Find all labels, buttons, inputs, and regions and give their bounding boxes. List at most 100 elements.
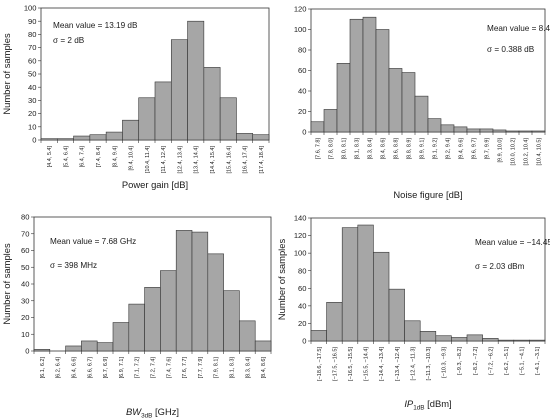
histogram-bar (160, 270, 177, 352)
x-tick-label: [6.4, 7.4] (80, 146, 86, 168)
y-tick-label: 40 (21, 280, 29, 289)
histogram-bar (310, 330, 327, 342)
power-gain-chart: 0 10 20 30 40 50 60 70 80 90 100 [4.4, 5.4] [5.4, 6.… (1, 4, 270, 190)
y-tick-label: 30 (21, 296, 29, 305)
histogram-bar (254, 340, 272, 352)
x-tick-label: [12.4, 13.4] (177, 146, 183, 174)
mean-value-annotation: Mean value = 13.19 dB (53, 21, 138, 30)
x-tick-label: [10.4, 11.4] (145, 146, 151, 174)
noise-figure-chart: 0 20 40 60 80 100 120 [7.6, 7.8] [7.8, 8.0] [8.0,… (294, 5, 550, 200)
mean-value-annotation: Mean value = 8.47 dB (487, 24, 550, 33)
histogram-bar (373, 251, 390, 342)
y-tick-label: 60 (298, 66, 306, 75)
x-tick-label: [9.2, 9.4] (446, 138, 452, 160)
y-tick-label: 120 (294, 231, 307, 240)
y-tick-label: 0 (25, 347, 29, 356)
y-tick-label: 50 (21, 263, 29, 272)
histogram-ip1db: 0 20 40 60 80 100 120 140 [−18.6, −17.5] [−17.5, … (275, 209, 550, 419)
sigma-annotation: σ = 2 dB (53, 36, 85, 45)
x-tick-label: [15.4, 16.4] (226, 146, 232, 174)
y-tick-label: 0 (32, 136, 36, 145)
x-tick-label: [7.6, 7.7] (182, 357, 188, 379)
y-tick-label: 60 (21, 246, 29, 255)
x-tick-label: [8.3, 8.4] (368, 138, 374, 160)
y-tick-label: 60 (298, 284, 306, 293)
histogram-bar (223, 290, 240, 352)
y-tick-label: 50 (28, 70, 36, 79)
histogram-bar (466, 128, 481, 133)
x-tick-label: [9.7, 9.9] (485, 138, 491, 160)
sigma-annotation: σ = 2.03 dBm (475, 262, 525, 271)
histogram-bar (427, 118, 442, 133)
x-tick-label: [6.1, 6.2] (40, 357, 46, 379)
x-tick-label: [8.9, 9.1] (420, 138, 426, 160)
x-axis-label-unit: [dBm] (425, 398, 452, 409)
histogram-bandwidth: 0 10 20 30 40 50 60 70 80 [6.1, 6.2] [6.2, 6.4] [6.… (0, 209, 275, 419)
mean-value-annotation: Mean value = −14.45 dBm (475, 238, 550, 247)
y-tick-label: 10 (21, 330, 29, 339)
histogram-bar (310, 121, 325, 133)
histogram-bar (144, 287, 161, 352)
histogram-bar (73, 135, 91, 141)
x-tick-label: [−13.4, −12.4] (395, 347, 401, 381)
histogram-bar (170, 39, 188, 141)
x-tick-label: [10.0, 10.2] (511, 138, 517, 166)
x-tick-label: [7.2, 7.4] (151, 357, 157, 379)
histogram-bar (252, 134, 270, 141)
histogram-bar (154, 81, 172, 141)
x-tick-label: [7.9, 8.1] (214, 357, 220, 379)
x-tick-label: [−5.1, −4.1] (520, 347, 526, 375)
histogram-bar (419, 331, 437, 342)
x-tick-label: [10.2, 10.4] (524, 138, 530, 166)
x-tick-label: [−16.5, −15.5] (348, 347, 354, 381)
x-tick-label: [9.1, 9.2] (433, 138, 439, 160)
x-tick-label: [7.4, 8.4] (96, 146, 102, 168)
y-axis-label: Number of samples (1, 33, 12, 115)
x-axis-label: BW3dB [GHz] (126, 406, 179, 419)
x-tick-label: [−6.2, −5.1] (504, 347, 510, 375)
histogram-bar (336, 63, 351, 133)
histogram-bar (203, 67, 221, 141)
y-tick-label: 140 (294, 214, 307, 223)
y-tick-label: 80 (298, 266, 306, 275)
y-tick-label: 30 (28, 96, 36, 105)
x-tick-label: [8.1, 8.3] (230, 357, 236, 379)
x-tick-label: [14.4, 15.4] (210, 146, 216, 174)
histogram-bar (451, 337, 468, 342)
histogram-bar (388, 288, 405, 342)
y-tick-label: 80 (21, 213, 29, 222)
y-axis-label: Number of samples (1, 243, 12, 325)
y-tick-label: 10 (28, 122, 36, 131)
x-axis-label-sub: 3dB (141, 413, 152, 419)
histogram-bar (128, 303, 145, 352)
histogram-bar (56, 138, 74, 141)
sigma-annotation: σ = 0.388 dB (487, 45, 535, 54)
x-tick-label: [8.6, 8.8] (394, 138, 400, 160)
y-tick-label: 80 (28, 30, 36, 39)
histogram-bar (219, 97, 237, 141)
histogram-bar (531, 130, 546, 133)
x-tick-label: [7.4, 7.6] (166, 357, 172, 379)
bandwidth-chart: 0 10 20 30 40 50 60 70 80 [6.1, 6.2] [6.2, 6.4] [6.… (1, 213, 272, 419)
x-tick-label: [6.9, 7.1] (119, 357, 125, 379)
x-tick-label: [−11.3, −10.3] (426, 347, 432, 381)
x-tick-label: [8.4, 9.4] (112, 146, 118, 168)
mean-value-annotation: Mean value = 7.68 GHz (50, 237, 136, 246)
x-tick-label: [11.4, 12.4] (161, 146, 167, 174)
histogram-bar (341, 227, 359, 342)
histogram-bar (497, 339, 515, 342)
x-tick-label: [8.4, 8.6] (261, 357, 267, 379)
histogram-bar (239, 320, 256, 352)
histogram-bar (357, 224, 374, 342)
histogram-bar (207, 253, 224, 352)
x-tick-label: [4.4, 5.4] (47, 146, 53, 168)
histogram-bar (96, 342, 114, 352)
x-axis-label-main: BW (126, 406, 142, 417)
x-axis-label: Noise figure [dB] (393, 189, 462, 200)
histogram-bar (122, 119, 140, 141)
x-tick-label: [7.6, 7.8] (316, 138, 322, 160)
x-axis-label: Power gain [dB] (122, 179, 188, 190)
histogram-bar (513, 339, 530, 342)
histogram-bar (323, 109, 338, 133)
histogram-bar (105, 131, 123, 141)
